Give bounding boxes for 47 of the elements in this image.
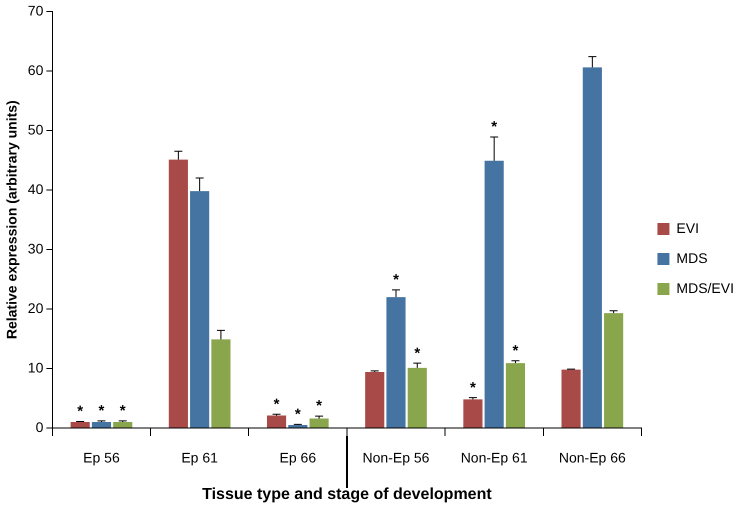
data-label: * — [491, 118, 498, 136]
x-axis-title: Tissue type and stage of development — [202, 486, 492, 503]
y-tick-label: 40 — [28, 180, 44, 197]
bar — [463, 399, 482, 428]
bar — [604, 313, 624, 428]
bar — [92, 422, 112, 428]
data-label: * — [98, 402, 105, 420]
bar — [484, 160, 504, 428]
x-tick-label: Ep 61 — [181, 449, 218, 466]
bar — [506, 363, 526, 428]
data-label: * — [294, 406, 301, 424]
legend-label: EVI — [676, 220, 700, 236]
y-tick-label: 0 — [36, 418, 44, 435]
legend-label: MDS — [676, 250, 708, 266]
bar — [211, 339, 230, 428]
data-label: * — [120, 402, 126, 420]
y-tick-label: 70 — [28, 2, 44, 18]
data-label: * — [316, 398, 322, 415]
x-tick-label: Ep 66 — [280, 449, 316, 466]
bar — [266, 416, 286, 428]
data-label: * — [414, 344, 420, 362]
bar — [190, 191, 210, 428]
y-tick-label: 20 — [28, 300, 44, 316]
x-tick-label: Non-Ep 66 — [558, 449, 626, 466]
y-tick-label: 50 — [28, 121, 44, 138]
bar — [562, 370, 581, 428]
y-axis-title: Relative expression (arbitrary units) — [3, 100, 20, 340]
x-tick-label: Non-Ep 56 — [362, 449, 430, 466]
bar — [168, 160, 188, 428]
data-label: * — [274, 396, 280, 413]
y-tick-label: 30 — [28, 240, 44, 256]
data-label: * — [512, 342, 519, 360]
data-label: * — [393, 272, 400, 289]
data-label: * — [470, 379, 476, 396]
y-tick-label: 60 — [28, 62, 44, 78]
bar — [310, 418, 329, 428]
bar — [365, 372, 384, 428]
bar — [113, 422, 132, 428]
y-tick-label: 10 — [28, 359, 44, 376]
x-tick-label: Non-Ep 61 — [460, 449, 528, 466]
bar — [582, 67, 602, 428]
data-label: * — [77, 403, 84, 420]
x-tick-label: Ep 56 — [83, 449, 120, 466]
bar — [408, 368, 427, 428]
bar — [70, 422, 90, 428]
legend-label: MDS/EVI — [676, 280, 734, 296]
bar — [386, 297, 406, 428]
